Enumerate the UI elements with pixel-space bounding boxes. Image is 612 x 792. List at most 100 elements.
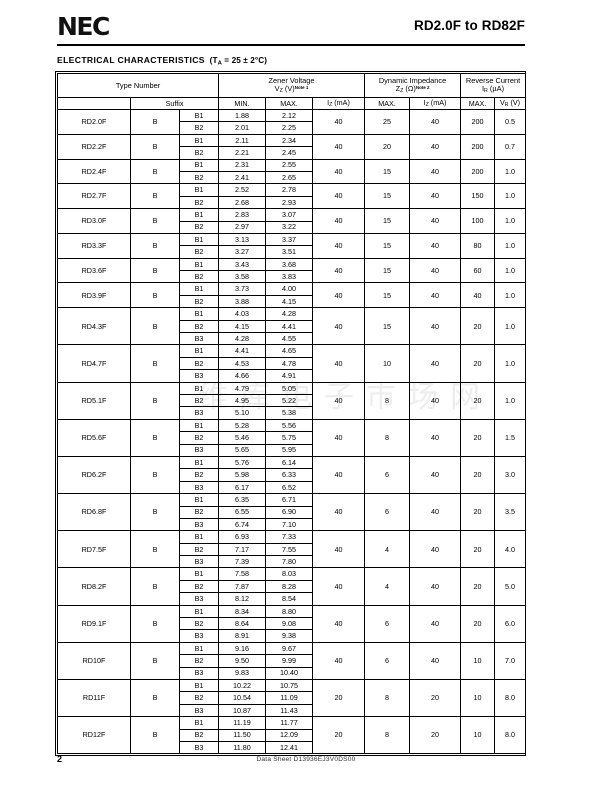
cell-vz-max: 4.28	[265, 307, 313, 321]
cell-ir-max: 20	[460, 418, 496, 457]
cell-vz-max: 7.55	[265, 542, 313, 557]
table-row: RD3.6F B B1 3.43 3.68 40 15 40 60 1.0	[57, 257, 527, 284]
cell-type-number: RD3.0F	[57, 208, 131, 234]
th-dynamic-impedance-label: Dynamic Impedance	[378, 75, 447, 85]
cell-vz-max: 10.40	[265, 666, 313, 680]
cell-suffix-code: B3	[179, 629, 219, 643]
cell-vz-max: 9.38	[265, 629, 313, 643]
cell-vz-iz: 40	[311, 158, 366, 185]
cell-zz-iz: 40	[409, 282, 462, 309]
electrical-characteristics-table: Type Number Zener Voltage VZ (V)Note 1 D…	[57, 73, 527, 755]
cell-vz-max: 5.38	[265, 406, 313, 420]
cell-suffix-code: B1	[179, 307, 219, 321]
cell-suffix-code: B1	[179, 158, 219, 172]
cell-vz-min: 9.83	[218, 666, 266, 680]
table-row: B2 2.01 2.25	[58, 121, 526, 135]
cell-vz-iz: 40	[311, 381, 366, 420]
cell-ir-max: 200	[460, 133, 496, 160]
cell-vz-max: 8.28	[265, 579, 313, 594]
cell-vz-iz: 20	[311, 678, 366, 718]
cell-zz-max: 6	[364, 641, 411, 680]
table-row: RD2.2F B B1 2.11 2.34 40 20 40 200 0.7	[57, 133, 527, 160]
cell-vz-min: 4.66	[218, 369, 266, 383]
cell-vz-max: 11.43	[265, 703, 313, 718]
cell-type-number: RD2.7F	[57, 183, 131, 210]
cell-suffix-code: B2	[179, 294, 219, 309]
cell-vz-max: 7.33	[265, 530, 313, 544]
cell-zz-iz: 20	[409, 716, 462, 755]
table-row: B2 2.21 2.45	[58, 146, 526, 160]
cell-ir-max: 20	[460, 455, 496, 495]
cell-ir-max: 20	[460, 493, 496, 532]
cell-suffix-code: B1	[179, 678, 219, 693]
cell-vr: 5.0	[494, 567, 527, 606]
cell-vz-max: 2.12	[265, 108, 313, 123]
cell-zz-max: 4	[364, 530, 411, 569]
cell-zz-iz: 40	[409, 530, 462, 569]
cell-vz-min: 11.80	[218, 740, 266, 755]
cell-vr: 4.0	[494, 530, 527, 569]
cell-zz-iz: 40	[409, 158, 462, 185]
cell-suffix-code: B2	[179, 220, 219, 234]
cell-zz-iz: 40	[409, 133, 462, 160]
cell-suffix-code: B2	[179, 468, 219, 482]
cell-zz-iz: 40	[409, 567, 462, 606]
cell-suffix-code: B2	[179, 691, 219, 705]
cell-vz-iz: 40	[311, 133, 366, 160]
th-dynamic-impedance: Dynamic Impedance ZZ (Ω)Note 2	[364, 73, 462, 98]
cell-vz-min: 6.74	[218, 517, 266, 532]
cell-suffix-code: B2	[179, 431, 219, 445]
cell-vz-max: 6.33	[265, 468, 313, 482]
table-row: B2 3.88 4.15	[58, 294, 526, 309]
cell-zz-iz: 40	[409, 109, 462, 135]
cell-suffix-code: B3	[179, 443, 219, 457]
cell-suffix-code: B2	[179, 121, 219, 135]
cell-vz-min: 7.39	[218, 555, 266, 569]
cell-suffix-code: B2	[179, 654, 219, 668]
cell-vz-max: 10.75	[265, 678, 313, 693]
cell-suffix-code: B1	[179, 493, 219, 507]
cell-suffix-code: B2	[179, 270, 219, 284]
cell-suffix-letter: B	[130, 158, 180, 185]
table-row: B2 7.17 7.55	[58, 542, 526, 557]
cell-zz-iz: 40	[409, 208, 462, 234]
table-row: RD6.8F B B1 6.35 6.71 40 6 40 20 3.5	[57, 493, 527, 532]
cell-type-number: RD9.1F	[57, 604, 131, 643]
cell-vz-min: 3.88	[218, 294, 266, 309]
cell-vz-min: 9.16	[218, 641, 266, 656]
cell-vz-iz: 40	[311, 567, 366, 606]
cell-vz-iz: 40	[311, 109, 366, 135]
cell-vz-iz: 40	[311, 418, 366, 457]
table-row: B3 8.91 9.38	[58, 629, 526, 643]
cell-ir-max: 20	[460, 344, 496, 383]
cell-vz-max: 5.56	[265, 418, 313, 433]
cell-suffix-code: B2	[179, 616, 219, 631]
cell-vz-min: 6.93	[218, 530, 266, 544]
cell-vz-max: 3.07	[265, 208, 313, 222]
cell-vz-min: 3.58	[218, 270, 266, 284]
cell-zz-iz: 20	[409, 678, 462, 718]
cell-suffix-letter: B	[130, 232, 180, 259]
cell-suffix-code: B2	[179, 542, 219, 557]
cell-suffix-code: B2	[179, 195, 219, 210]
cell-vr: 7.0	[494, 641, 527, 680]
cell-zz-max: 8	[364, 716, 411, 755]
th-vz-min: MIN.	[218, 97, 266, 110]
cell-vz-max: 4.41	[265, 319, 313, 334]
cell-zz-max: 6	[364, 604, 411, 643]
cell-suffix-code: B3	[179, 592, 219, 606]
cell-suffix-code: B2	[179, 505, 219, 519]
table-row: RD11F B B1 10.22 10.75 20 8 20 10 8.0	[57, 678, 527, 718]
table-row: RD9.1F B B1 8.34 8.80 40 6 40 20 6.0	[57, 604, 527, 643]
cell-ir-max: 20	[460, 567, 496, 606]
cell-vz-max: 8.54	[265, 592, 313, 606]
cell-suffix-code: B2	[179, 728, 219, 742]
cell-suffix-code: B2	[179, 146, 219, 160]
cell-vz-min: 7.58	[218, 567, 266, 581]
table-row: RD5.6F B B1 5.28 5.56 40 8 40 20 1.5	[57, 418, 527, 457]
cell-vr: 1.0	[494, 381, 527, 420]
cell-vz-iz: 40	[311, 493, 366, 532]
table-row: B2 4.95 5.22	[58, 393, 526, 408]
cell-vz-max: 4.55	[265, 332, 313, 346]
